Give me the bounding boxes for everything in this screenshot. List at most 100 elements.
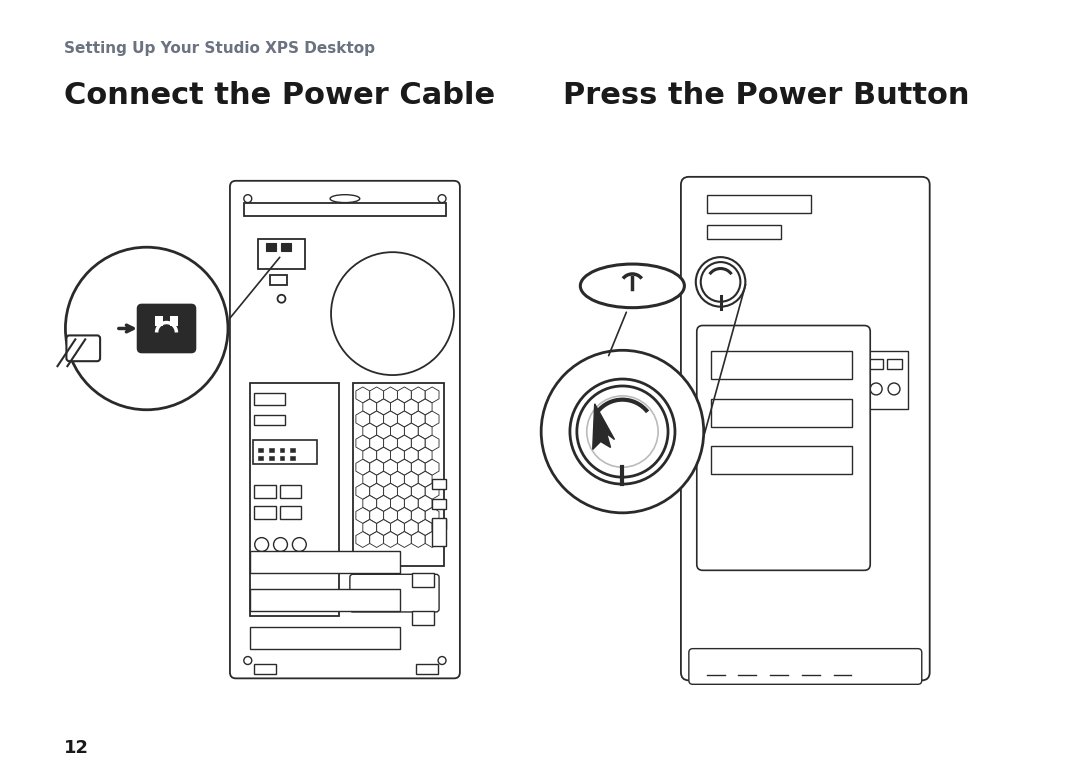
Bar <box>432 480 446 489</box>
Polygon shape <box>369 483 383 499</box>
Polygon shape <box>411 508 426 523</box>
FancyBboxPatch shape <box>138 305 195 352</box>
Text: Connect the Power Cable: Connect the Power Cable <box>65 80 496 110</box>
Polygon shape <box>426 532 438 548</box>
Bar <box>269 457 273 460</box>
Bar <box>282 244 292 251</box>
Polygon shape <box>391 423 404 439</box>
Polygon shape <box>363 423 377 439</box>
Bar <box>416 664 438 674</box>
Polygon shape <box>391 399 404 415</box>
Circle shape <box>255 538 269 552</box>
Polygon shape <box>418 423 432 439</box>
Circle shape <box>701 262 741 302</box>
Polygon shape <box>418 519 432 535</box>
Polygon shape <box>383 532 397 548</box>
Polygon shape <box>411 411 426 427</box>
Bar <box>270 275 287 285</box>
Bar <box>711 447 852 474</box>
Circle shape <box>66 247 228 410</box>
FancyBboxPatch shape <box>230 181 460 679</box>
Polygon shape <box>356 532 369 548</box>
Polygon shape <box>383 411 397 427</box>
Bar <box>249 627 401 649</box>
Polygon shape <box>369 411 383 427</box>
Polygon shape <box>404 519 418 535</box>
Polygon shape <box>383 460 397 475</box>
Bar <box>432 499 446 509</box>
Bar <box>258 239 306 269</box>
Circle shape <box>438 656 446 664</box>
Circle shape <box>293 538 307 552</box>
Circle shape <box>244 195 252 203</box>
Polygon shape <box>377 471 391 487</box>
Polygon shape <box>418 399 432 415</box>
Polygon shape <box>397 508 411 523</box>
Bar <box>254 485 275 498</box>
Bar <box>711 352 852 379</box>
Polygon shape <box>418 447 432 463</box>
Bar <box>291 457 295 460</box>
Polygon shape <box>411 483 426 499</box>
Bar <box>887 359 902 369</box>
Bar <box>280 506 301 519</box>
Polygon shape <box>363 447 377 463</box>
Polygon shape <box>377 399 391 415</box>
Circle shape <box>273 538 287 552</box>
Bar <box>291 448 295 453</box>
Bar <box>864 352 908 409</box>
FancyBboxPatch shape <box>697 326 870 571</box>
Polygon shape <box>369 387 383 403</box>
Ellipse shape <box>330 195 360 203</box>
Polygon shape <box>411 387 426 403</box>
Polygon shape <box>411 460 426 475</box>
Polygon shape <box>356 387 369 403</box>
Polygon shape <box>356 508 369 523</box>
Bar <box>249 383 339 616</box>
Bar <box>171 316 178 326</box>
Circle shape <box>888 383 900 395</box>
Polygon shape <box>397 411 411 427</box>
Polygon shape <box>404 496 418 511</box>
Polygon shape <box>363 399 377 415</box>
Polygon shape <box>363 471 377 487</box>
Bar <box>266 244 275 251</box>
Bar <box>432 518 446 545</box>
Bar <box>253 440 318 464</box>
Ellipse shape <box>580 264 685 308</box>
FancyBboxPatch shape <box>66 336 100 362</box>
Polygon shape <box>426 508 438 523</box>
Polygon shape <box>426 435 438 451</box>
Polygon shape <box>377 423 391 439</box>
Circle shape <box>278 295 285 303</box>
Polygon shape <box>411 532 426 548</box>
Bar <box>353 383 444 566</box>
Polygon shape <box>383 387 397 403</box>
Polygon shape <box>391 519 404 535</box>
Circle shape <box>438 195 446 203</box>
Polygon shape <box>377 496 391 511</box>
Circle shape <box>541 350 704 513</box>
Bar <box>413 573 434 588</box>
Polygon shape <box>356 411 369 427</box>
Circle shape <box>696 257 745 306</box>
Bar <box>413 611 434 625</box>
Bar <box>258 448 262 453</box>
Text: 12: 12 <box>65 739 90 757</box>
Bar <box>254 664 275 674</box>
Polygon shape <box>356 483 369 499</box>
Polygon shape <box>418 496 432 511</box>
Polygon shape <box>363 496 377 511</box>
FancyBboxPatch shape <box>350 574 440 612</box>
FancyBboxPatch shape <box>680 177 930 680</box>
Polygon shape <box>383 508 397 523</box>
Polygon shape <box>397 483 411 499</box>
Bar <box>706 195 811 212</box>
Polygon shape <box>404 447 418 463</box>
Text: Setting Up Your Studio XPS Desktop: Setting Up Your Studio XPS Desktop <box>65 41 376 56</box>
Circle shape <box>577 386 669 477</box>
Bar <box>258 457 262 460</box>
Circle shape <box>293 558 307 571</box>
Circle shape <box>273 558 287 571</box>
Bar <box>280 448 284 453</box>
